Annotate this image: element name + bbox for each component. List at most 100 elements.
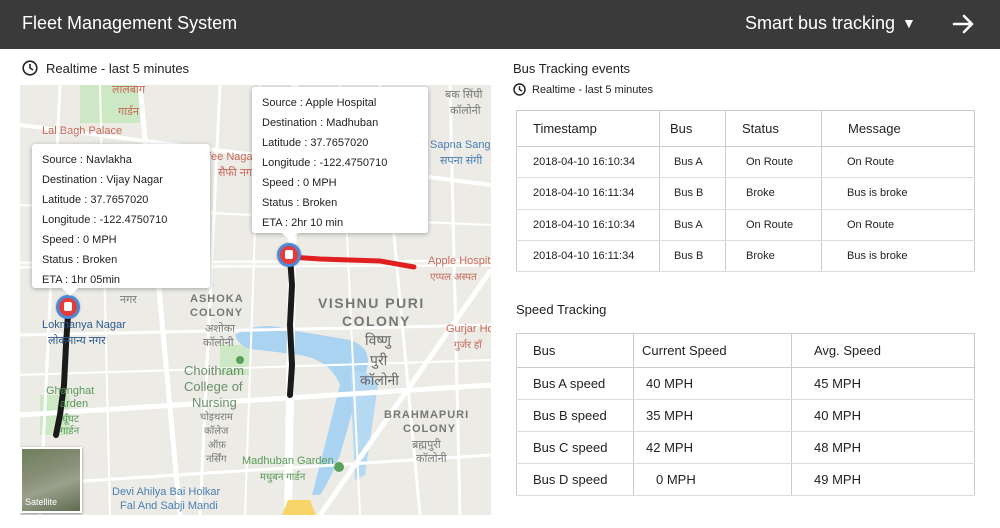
table-header-row: Bus Current Speed Avg. Speed — [516, 333, 975, 368]
column-header: Timestamp — [516, 110, 660, 147]
table-cell: Bus C speed — [516, 431, 634, 464]
table-cell: Bus is broke — [821, 177, 975, 210]
popup-speed: Speed : 0 MPH — [262, 177, 337, 189]
table-row: Bus B speed 35 MPH 40 MPH — [516, 399, 975, 432]
map-label: अशोका — [205, 323, 236, 335]
arrow-right-icon[interactable] — [950, 10, 978, 38]
map-label: विष्णु — [365, 332, 392, 348]
map-label: घूँघट — [62, 414, 79, 425]
map-label: गुर्जर हॉ — [454, 340, 482, 351]
chevron-down-icon[interactable]: ▼ — [902, 15, 916, 31]
table-cell: On Route — [725, 146, 822, 179]
popup-latitude: Latitude : 37.7657020 — [42, 194, 149, 206]
map-label: COLONY — [190, 307, 244, 319]
dashboard-selector[interactable]: Smart bus tracking — [745, 13, 896, 33]
events-range-label: Realtime - last 5 minutes — [513, 83, 653, 96]
tracking-map[interactable]: लालबाग गार्डन Lal Bagh Palace बक सिंघी क… — [20, 85, 491, 515]
map-label: Ghanghat — [46, 385, 95, 397]
bus-info-popup: Source : Navlakha Destination : Vijay Na… — [32, 144, 210, 296]
map-label: कॉलोनी — [450, 105, 481, 117]
map-label: मधुबन गार्डन — [260, 472, 306, 483]
map-range-text: Realtime - last 5 minutes — [46, 60, 190, 76]
table-cell: 40 MPH — [633, 367, 792, 400]
events-table: Timestamp Bus Status Message 2018-04-10 … — [516, 110, 975, 273]
map-label: Madhuban Garden — [242, 455, 334, 467]
popup-longitude: Longitude : -122.4750710 — [42, 214, 168, 226]
table-cell: 2018-04-10 16:10:34 — [516, 209, 660, 241]
map-label: VISHNU PURI — [318, 295, 425, 311]
popup-source: Source : Apple Hospital — [262, 97, 377, 109]
satellite-label: Satellite — [25, 497, 58, 507]
map-label: College of — [184, 379, 243, 394]
speed-title: Speed Tracking — [516, 302, 607, 317]
speed-table: Bus Current Speed Avg. Speed Bus A speed… — [516, 333, 975, 496]
map-label: चोइथराम — [200, 412, 233, 423]
table-cell: 42 MPH — [633, 431, 792, 464]
table-row: Bus D speed 0 MPH 49 MPH — [516, 463, 975, 496]
table-cell: 2018-04-10 16:11:34 — [516, 240, 660, 273]
map-label: ऑफ़ — [208, 440, 226, 451]
table-cell: Bus is broke — [821, 240, 975, 273]
table-cell: Bus B speed — [516, 399, 634, 432]
column-header: Bus — [659, 110, 726, 147]
popup-status: Status : Broken — [262, 197, 338, 209]
map-label: Lal Bagh Palace — [42, 125, 123, 137]
table-cell: 2018-04-10 16:10:34 — [516, 146, 660, 179]
popup-longitude: Longitude : -122.4750710 — [262, 157, 388, 169]
bus-marker-icon[interactable] — [56, 295, 80, 319]
map-label: COLONY — [342, 313, 411, 329]
column-header: Message — [821, 110, 975, 147]
popup-eta: ETA : 1hr 05min — [42, 274, 121, 286]
map-label: बक सिंघी — [445, 89, 483, 101]
map-label: Nursing — [192, 395, 237, 410]
table-cell: Bus D speed — [516, 463, 634, 496]
map-label: कॉलोनी — [416, 453, 447, 465]
events-range-text: Realtime - last 5 minutes — [532, 83, 654, 96]
bus-info-popup: Source : Apple Hospital Destination : Ma… — [252, 87, 428, 241]
map-label: Choithram — [184, 363, 244, 378]
bus-marker-icon[interactable] — [277, 243, 301, 267]
map-label: ब्रह्मपुरी — [412, 439, 441, 451]
events-title: Bus Tracking events — [513, 61, 631, 76]
table-cell: Bus B — [659, 240, 726, 273]
map-label: एप्पल अस्पत — [430, 272, 477, 283]
table-row: 2018-04-10 16:11:34 Bus B Broke Bus is b… — [516, 177, 975, 210]
map-label: BRAHMAPURI — [384, 409, 470, 421]
popup-speed: Speed : 0 MPH — [42, 234, 117, 246]
map-label: गार्डन — [118, 106, 140, 118]
map-label: Fal And Sabji Mandi — [120, 500, 218, 512]
map-label: Apple Hospit — [428, 255, 491, 267]
map-label: arden — [60, 398, 89, 410]
table-cell: Bus A — [659, 146, 726, 179]
table-cell: 49 MPH — [791, 463, 975, 496]
map-label: नगर — [120, 294, 137, 306]
map-label: पुरी — [370, 352, 388, 368]
table-cell: 0 MPH — [633, 463, 792, 496]
table-row: 2018-04-10 16:10:34 Bus A On Route On Ro… — [516, 146, 975, 179]
map-label: सैफी नग — [218, 167, 253, 179]
column-header: Current Speed — [633, 333, 792, 368]
table-row: Bus A speed 40 MPH 45 MPH — [516, 367, 975, 400]
map-label: लोकमान्य नगर — [48, 335, 106, 347]
table-header-row: Timestamp Bus Status Message — [516, 110, 975, 147]
satellite-toggle[interactable]: Satellite — [20, 447, 82, 513]
table-row: 2018-04-10 16:11:34 Bus B Broke Bus is b… — [516, 240, 975, 273]
app-title: Fleet Management System — [22, 13, 238, 33]
table-cell: Broke — [725, 240, 822, 273]
table-row: 2018-04-10 16:10:34 Bus A On Route On Ro… — [516, 209, 975, 241]
popup-status: Status : Broken — [42, 254, 118, 266]
popup-eta: ETA : 2hr 10 min — [262, 217, 344, 229]
map-label: कॉलोनी — [203, 337, 234, 349]
map-label: Sapna Sange — [430, 139, 491, 151]
map-label: सपना संगी — [440, 155, 483, 167]
table-cell: 45 MPH — [791, 367, 975, 400]
column-header: Status — [725, 110, 822, 147]
column-header: Avg. Speed — [791, 333, 975, 368]
clock-icon — [22, 60, 38, 76]
table-row: Bus C speed 42 MPH 48 MPH — [516, 431, 975, 464]
map-label: नर्सिंग — [206, 454, 227, 465]
popup-destination: Destination : Madhuban — [262, 117, 379, 129]
table-cell: 35 MPH — [633, 399, 792, 432]
map-label: कॉलेज — [204, 426, 229, 437]
table-cell: On Route — [725, 209, 822, 241]
